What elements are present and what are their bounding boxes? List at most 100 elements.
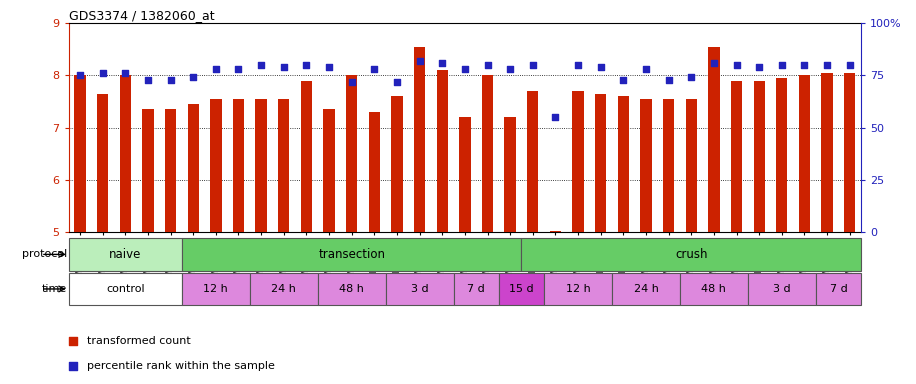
Bar xyxy=(453,273,499,305)
Point xyxy=(72,72,87,78)
Bar xyxy=(188,104,199,232)
Point xyxy=(209,66,224,72)
Bar xyxy=(69,273,182,305)
Bar xyxy=(482,75,493,232)
Text: 24 h: 24 h xyxy=(634,284,659,294)
Bar xyxy=(386,273,453,305)
Text: transformed count: transformed count xyxy=(87,336,191,346)
Bar xyxy=(120,75,131,232)
Point xyxy=(367,66,382,72)
Point xyxy=(254,62,268,68)
Bar xyxy=(233,99,245,232)
Bar xyxy=(318,273,386,305)
Point xyxy=(820,62,834,68)
Point xyxy=(163,76,178,83)
Point xyxy=(389,79,404,85)
Text: 7 d: 7 d xyxy=(467,284,485,294)
Bar xyxy=(142,109,154,232)
Bar xyxy=(437,70,448,232)
Text: percentile rank within the sample: percentile rank within the sample xyxy=(87,361,275,371)
Point xyxy=(706,60,721,66)
Point xyxy=(412,58,427,64)
Point xyxy=(95,70,110,76)
Bar xyxy=(685,99,697,232)
Bar xyxy=(250,273,318,305)
Point xyxy=(332,248,346,255)
Point xyxy=(526,62,540,68)
Point xyxy=(186,74,201,81)
Bar xyxy=(816,273,861,305)
Point xyxy=(344,79,359,85)
Bar xyxy=(210,99,222,232)
Bar xyxy=(595,94,606,232)
Text: 48 h: 48 h xyxy=(702,284,726,294)
Text: 12 h: 12 h xyxy=(566,284,591,294)
Text: 3 d: 3 d xyxy=(410,284,429,294)
Bar xyxy=(182,273,250,305)
Point xyxy=(797,62,812,68)
Point xyxy=(277,64,291,70)
Point xyxy=(480,62,495,68)
Point xyxy=(457,66,472,72)
Text: time: time xyxy=(42,284,67,294)
Bar xyxy=(844,73,856,232)
Bar xyxy=(663,99,674,232)
Bar xyxy=(256,99,267,232)
Point xyxy=(299,62,313,68)
Text: control: control xyxy=(106,284,145,294)
Point xyxy=(571,62,585,68)
Bar xyxy=(640,99,651,232)
Bar xyxy=(731,81,742,232)
Bar xyxy=(278,99,289,232)
Bar xyxy=(69,238,182,271)
Bar xyxy=(612,273,680,305)
Bar xyxy=(680,273,747,305)
Point xyxy=(661,76,676,83)
Point xyxy=(231,66,245,72)
Bar xyxy=(74,75,86,232)
Text: protocol: protocol xyxy=(22,249,67,260)
Point xyxy=(435,60,450,66)
Bar xyxy=(550,231,562,232)
Bar xyxy=(323,109,334,232)
Text: 24 h: 24 h xyxy=(271,284,296,294)
Point xyxy=(594,64,608,70)
Bar xyxy=(617,96,629,232)
Text: 3 d: 3 d xyxy=(773,284,791,294)
Bar xyxy=(300,81,312,232)
Bar xyxy=(544,273,612,305)
Bar xyxy=(708,46,720,232)
Text: 48 h: 48 h xyxy=(339,284,365,294)
Point xyxy=(616,76,630,83)
Bar xyxy=(521,238,861,271)
Point xyxy=(684,74,699,81)
Bar xyxy=(822,73,833,232)
Point xyxy=(332,29,346,35)
Point xyxy=(729,62,744,68)
Bar xyxy=(414,46,425,232)
Point xyxy=(548,114,562,120)
Text: GDS3374 / 1382060_at: GDS3374 / 1382060_at xyxy=(69,9,214,22)
Point xyxy=(322,64,336,70)
Bar xyxy=(499,273,544,305)
Text: crush: crush xyxy=(675,248,707,261)
Text: naive: naive xyxy=(109,248,141,261)
Text: 15 d: 15 d xyxy=(509,284,534,294)
Text: transection: transection xyxy=(318,248,386,261)
Point xyxy=(118,70,133,76)
Bar xyxy=(459,117,471,232)
Bar xyxy=(182,238,521,271)
Bar xyxy=(391,96,403,232)
Text: 7 d: 7 d xyxy=(830,284,847,294)
Bar xyxy=(368,112,380,232)
Bar xyxy=(776,78,788,232)
Bar xyxy=(754,81,765,232)
Bar xyxy=(97,94,108,232)
Bar xyxy=(747,273,816,305)
Point xyxy=(843,62,857,68)
Text: 12 h: 12 h xyxy=(203,284,228,294)
Bar xyxy=(799,75,810,232)
Bar xyxy=(572,91,583,232)
Point xyxy=(140,76,155,83)
Point xyxy=(774,62,789,68)
